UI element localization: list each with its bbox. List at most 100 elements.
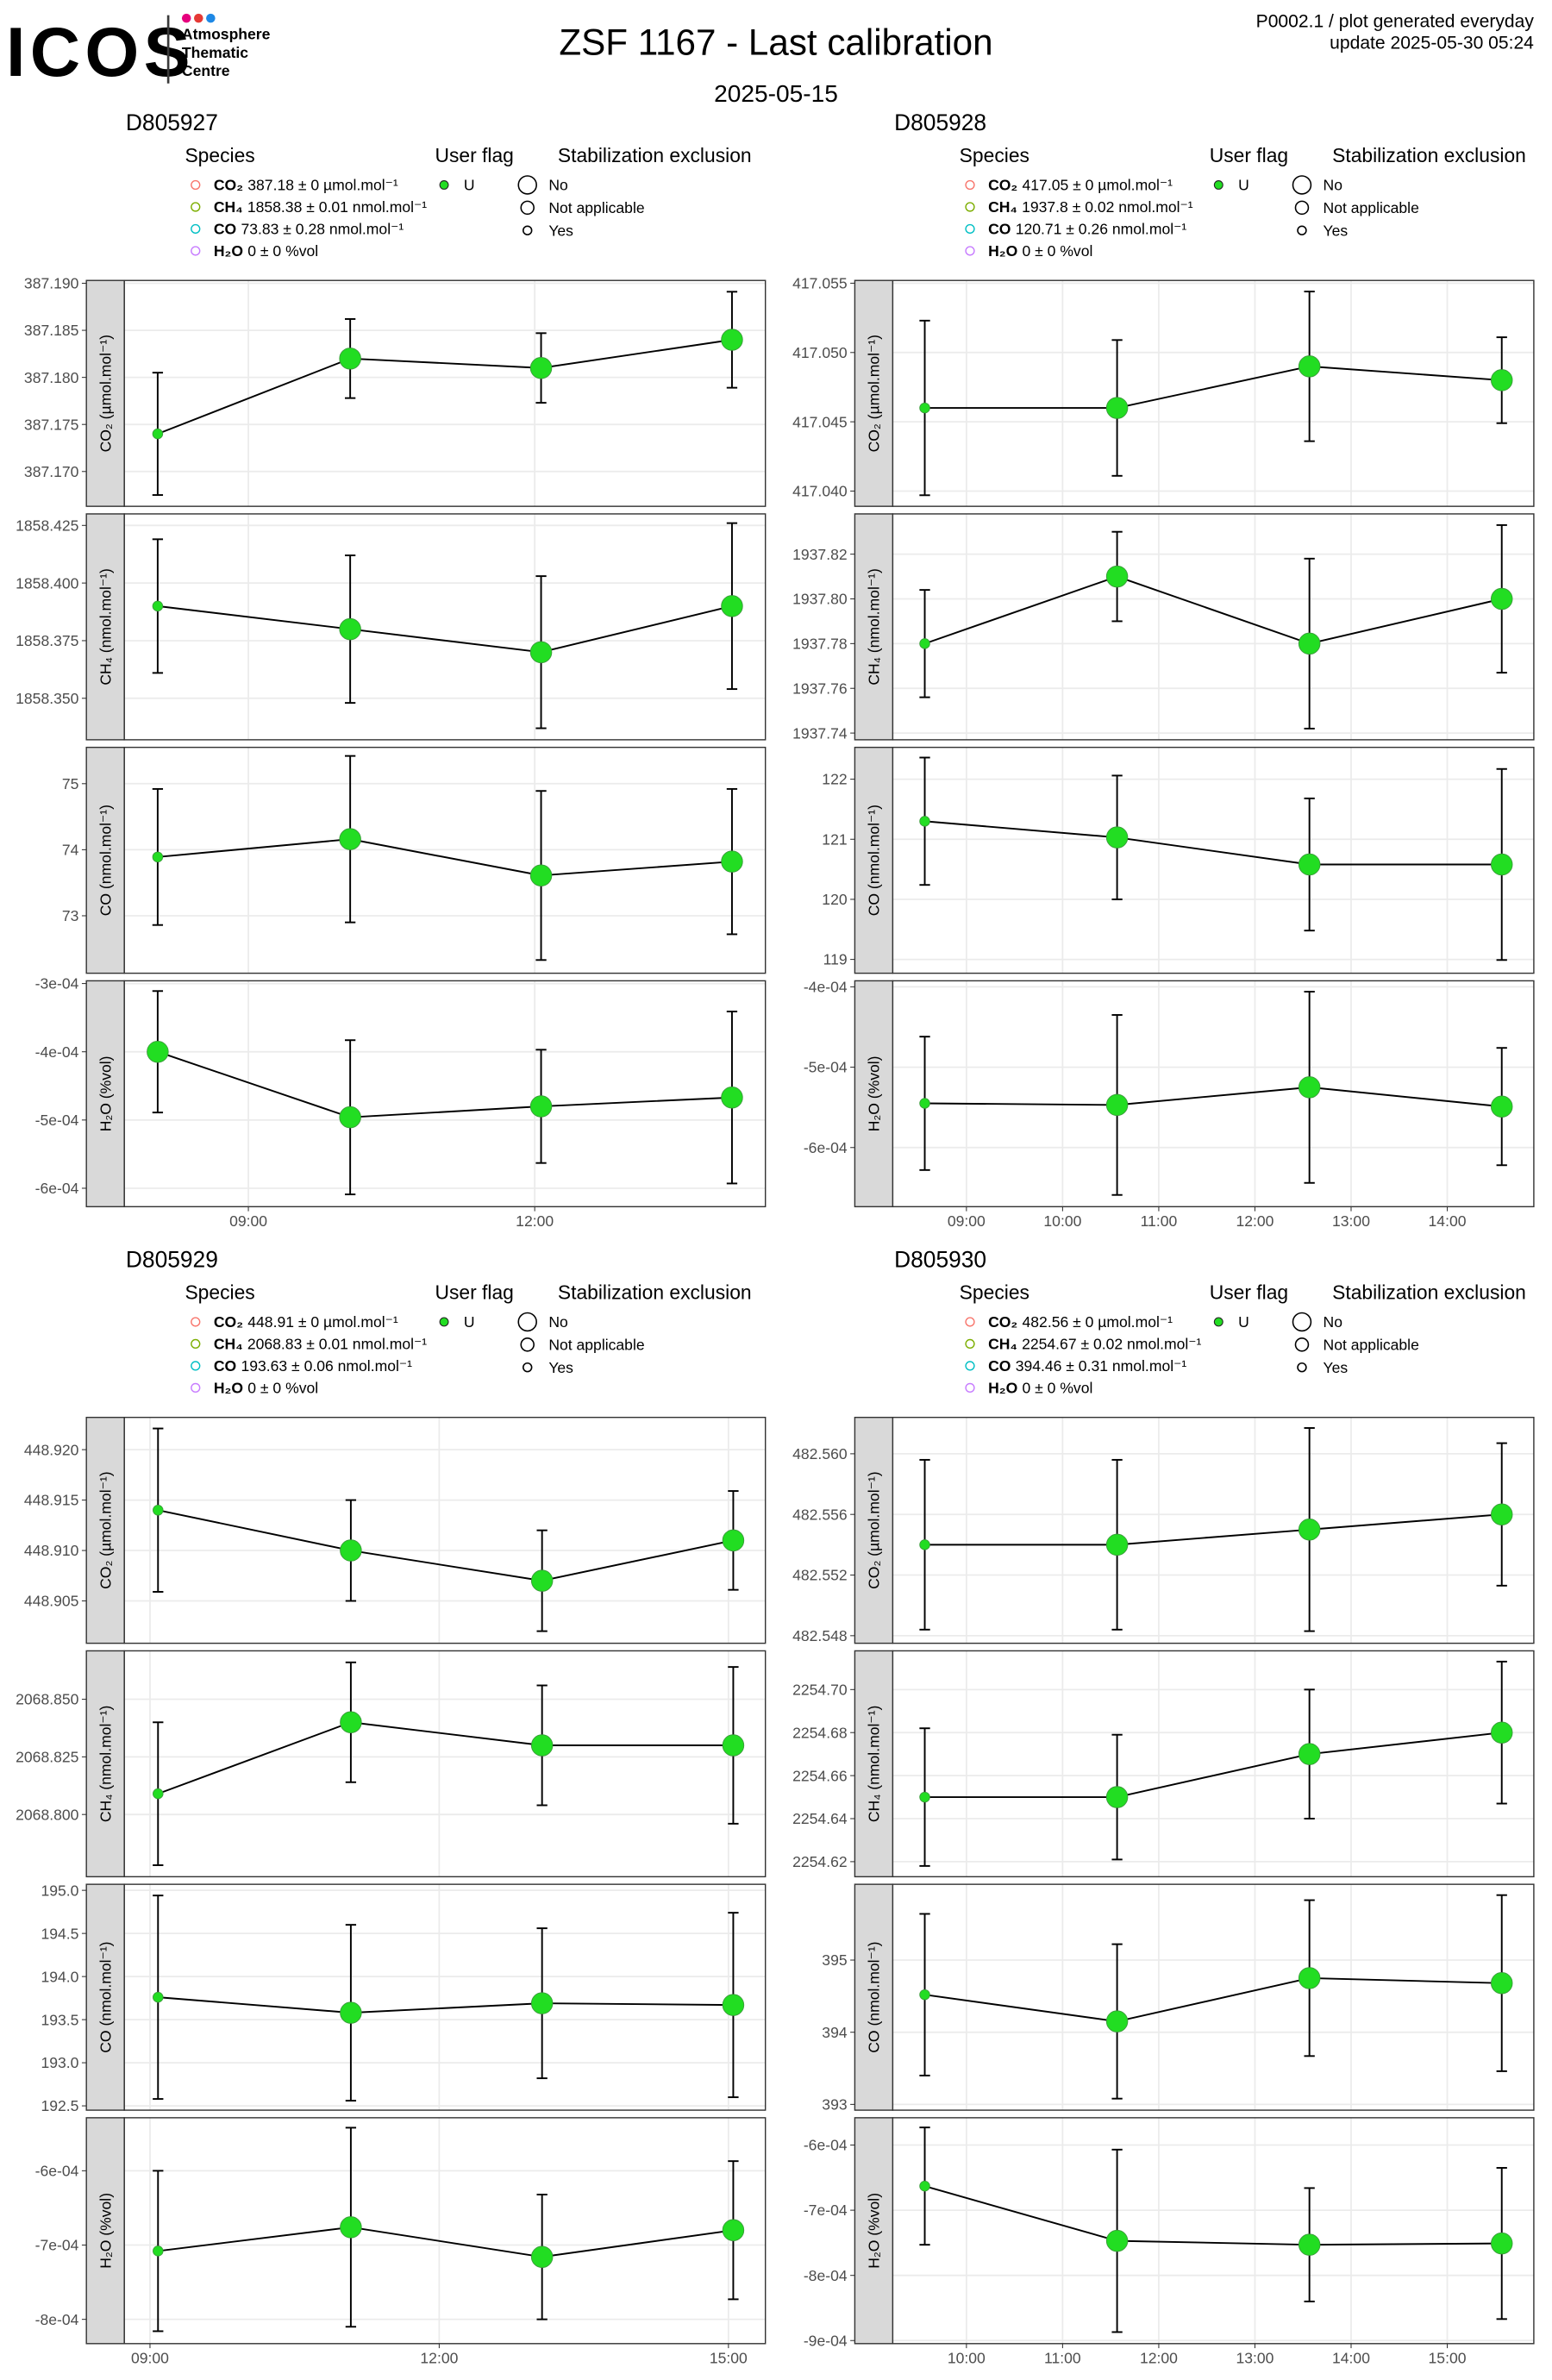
point (153, 1788, 164, 1800)
legend-value: 387.18 ± 0 µmol.mol⁻¹ (247, 177, 398, 194)
y-tick-label: 387.180 (24, 369, 79, 386)
legend-entry: Yes (548, 1359, 573, 1376)
legend-marker (1213, 1317, 1223, 1327)
legend-species: CO₂ (988, 1313, 1017, 1331)
point (722, 2219, 745, 2242)
legend-entry: CH₄ 1937.8 ± 0.02 nmol.mol⁻¹ (988, 198, 1193, 216)
logo-sub: Thematic (182, 44, 248, 61)
legend-title: User flag (435, 144, 513, 166)
y-tick-label: 482.560 (792, 1445, 848, 1462)
strip (854, 2117, 894, 2345)
legend-marker (1297, 225, 1307, 235)
page-subtitle: 2025-05-15 (714, 80, 838, 107)
legend-value: 448.91 ± 0 µmol.mol⁻¹ (247, 1313, 398, 1331)
y-tick-label: -4e-04 (804, 979, 848, 996)
y-tick-label: 387.175 (24, 416, 79, 433)
point (1105, 1093, 1129, 1117)
legend-value: 417.05 ± 0 µmol.mol⁻¹ (1023, 177, 1173, 194)
legend-entry: H₂O 0 ± 0 %vol (988, 1380, 1092, 1397)
point (339, 348, 361, 370)
series-line (158, 1996, 734, 2014)
legend-marker (522, 225, 533, 235)
legend-entry: CO 394.46 ± 0.31 nmol.mol⁻¹ (988, 1357, 1186, 1375)
series-line (924, 575, 1502, 645)
point (1105, 1786, 1129, 1808)
y-tick-label: 387.185 (24, 322, 79, 339)
y-tick-label: 1858.375 (16, 632, 78, 649)
legend-value: 0 ± 0 %vol (247, 1380, 318, 1397)
panel (124, 1884, 766, 2111)
y-axis-label: CO₂ (µmol.mol⁻¹) (866, 1471, 883, 1588)
y-tick-label: 192.5 (41, 2097, 78, 2114)
y-axis-label: CO (nmol.mol⁻¹) (866, 1941, 883, 2052)
strip (854, 746, 894, 974)
legend-marker (191, 1361, 201, 1371)
legend-marker (191, 202, 201, 212)
legend-marker (1294, 200, 1310, 216)
point (919, 402, 930, 414)
legend-value: 1937.8 ± 0.02 nmol.mol⁻¹ (1022, 198, 1193, 216)
x-tick-label: 11:00 (1044, 2350, 1081, 2367)
y-tick-label: 448.905 (24, 1593, 79, 1610)
legend-entry: Not applicable (1324, 1336, 1419, 1353)
point (1490, 2232, 1513, 2255)
strip (85, 279, 125, 507)
panel (892, 1417, 1534, 1644)
legend-value: 1858.38 ± 0.01 nmol.mol⁻¹ (247, 198, 427, 216)
y-axis-label: CO (nmol.mol⁻¹) (97, 1941, 114, 2052)
legend-species: CO (214, 1357, 236, 1375)
x-tick-label: 10:00 (948, 2350, 986, 2367)
point (339, 1105, 361, 1129)
legend-entry: U (1238, 1313, 1249, 1331)
point (147, 1040, 169, 1063)
point (919, 638, 930, 649)
strip (85, 1416, 125, 1644)
y-tick-label: 122 (822, 771, 847, 788)
y-axis-label: CO (nmol.mol⁻¹) (97, 805, 114, 916)
legend-entry: Not applicable (548, 1336, 644, 1353)
y-tick-label: -9e-04 (804, 2332, 848, 2349)
point (1490, 1095, 1513, 1118)
point (530, 2245, 554, 2269)
point (152, 428, 164, 440)
x-tick-label: 12:00 (1236, 1212, 1274, 1230)
y-tick-label: 448.915 (24, 1492, 79, 1509)
y-axis-label: H₂O (%vol) (97, 1055, 114, 1131)
y-axis-label: CH₄ (nmol.mol⁻¹) (866, 568, 883, 685)
point (1105, 2229, 1129, 2252)
y-tick-label: -6e-04 (804, 2137, 848, 2154)
legend-marker (1292, 175, 1312, 195)
point (919, 2180, 930, 2192)
y-axis-label: CH₄ (nmol.mol⁻¹) (97, 568, 114, 685)
series-line (924, 1513, 1502, 1546)
y-tick-label: 387.170 (24, 463, 79, 480)
legend-value: 73.83 ± 0.28 nmol.mol⁻¹ (241, 221, 404, 238)
y-tick-label: 193.5 (41, 2011, 78, 2028)
legend-title: Stabilization exclusion (558, 144, 752, 166)
y-axis-label: CH₄ (nmol.mol⁻¹) (97, 1706, 114, 1822)
legend-entry: CH₄ 1858.38 ± 0.01 nmol.mol⁻¹ (214, 198, 427, 216)
y-tick-label: 73 (62, 907, 79, 924)
point (530, 1734, 554, 1757)
legend-entry: CO₂ 448.91 ± 0 µmol.mol⁻¹ (214, 1313, 398, 1331)
series-line (157, 1721, 734, 1795)
y-axis-label: CO₂ (µmol.mol⁻¹) (97, 335, 114, 452)
y-tick-label: -6e-04 (804, 1139, 848, 1156)
legend-entry: U (464, 177, 475, 194)
legend-entry: U (464, 1313, 475, 1331)
legend-species: CO₂ (214, 177, 243, 194)
x-tick-label: 09:00 (229, 1212, 267, 1230)
y-axis-label: CO₂ (µmol.mol⁻¹) (97, 1471, 114, 1588)
panel (892, 280, 1534, 507)
series-line (158, 1509, 734, 1582)
point (153, 2245, 164, 2257)
point (340, 2216, 362, 2239)
panel (124, 513, 766, 740)
legend-value: 2068.83 ± 0.01 nmol.mol⁻¹ (247, 1336, 427, 1353)
legend-entry: CH₄ 2254.67 ± 0.02 nmol.mol⁻¹ (988, 1336, 1201, 1353)
strip (85, 980, 125, 1208)
legend-value: 0 ± 0 %vol (1023, 1380, 1093, 1397)
x-tick-label: 14:00 (1332, 2350, 1370, 2367)
series-line (157, 604, 733, 654)
